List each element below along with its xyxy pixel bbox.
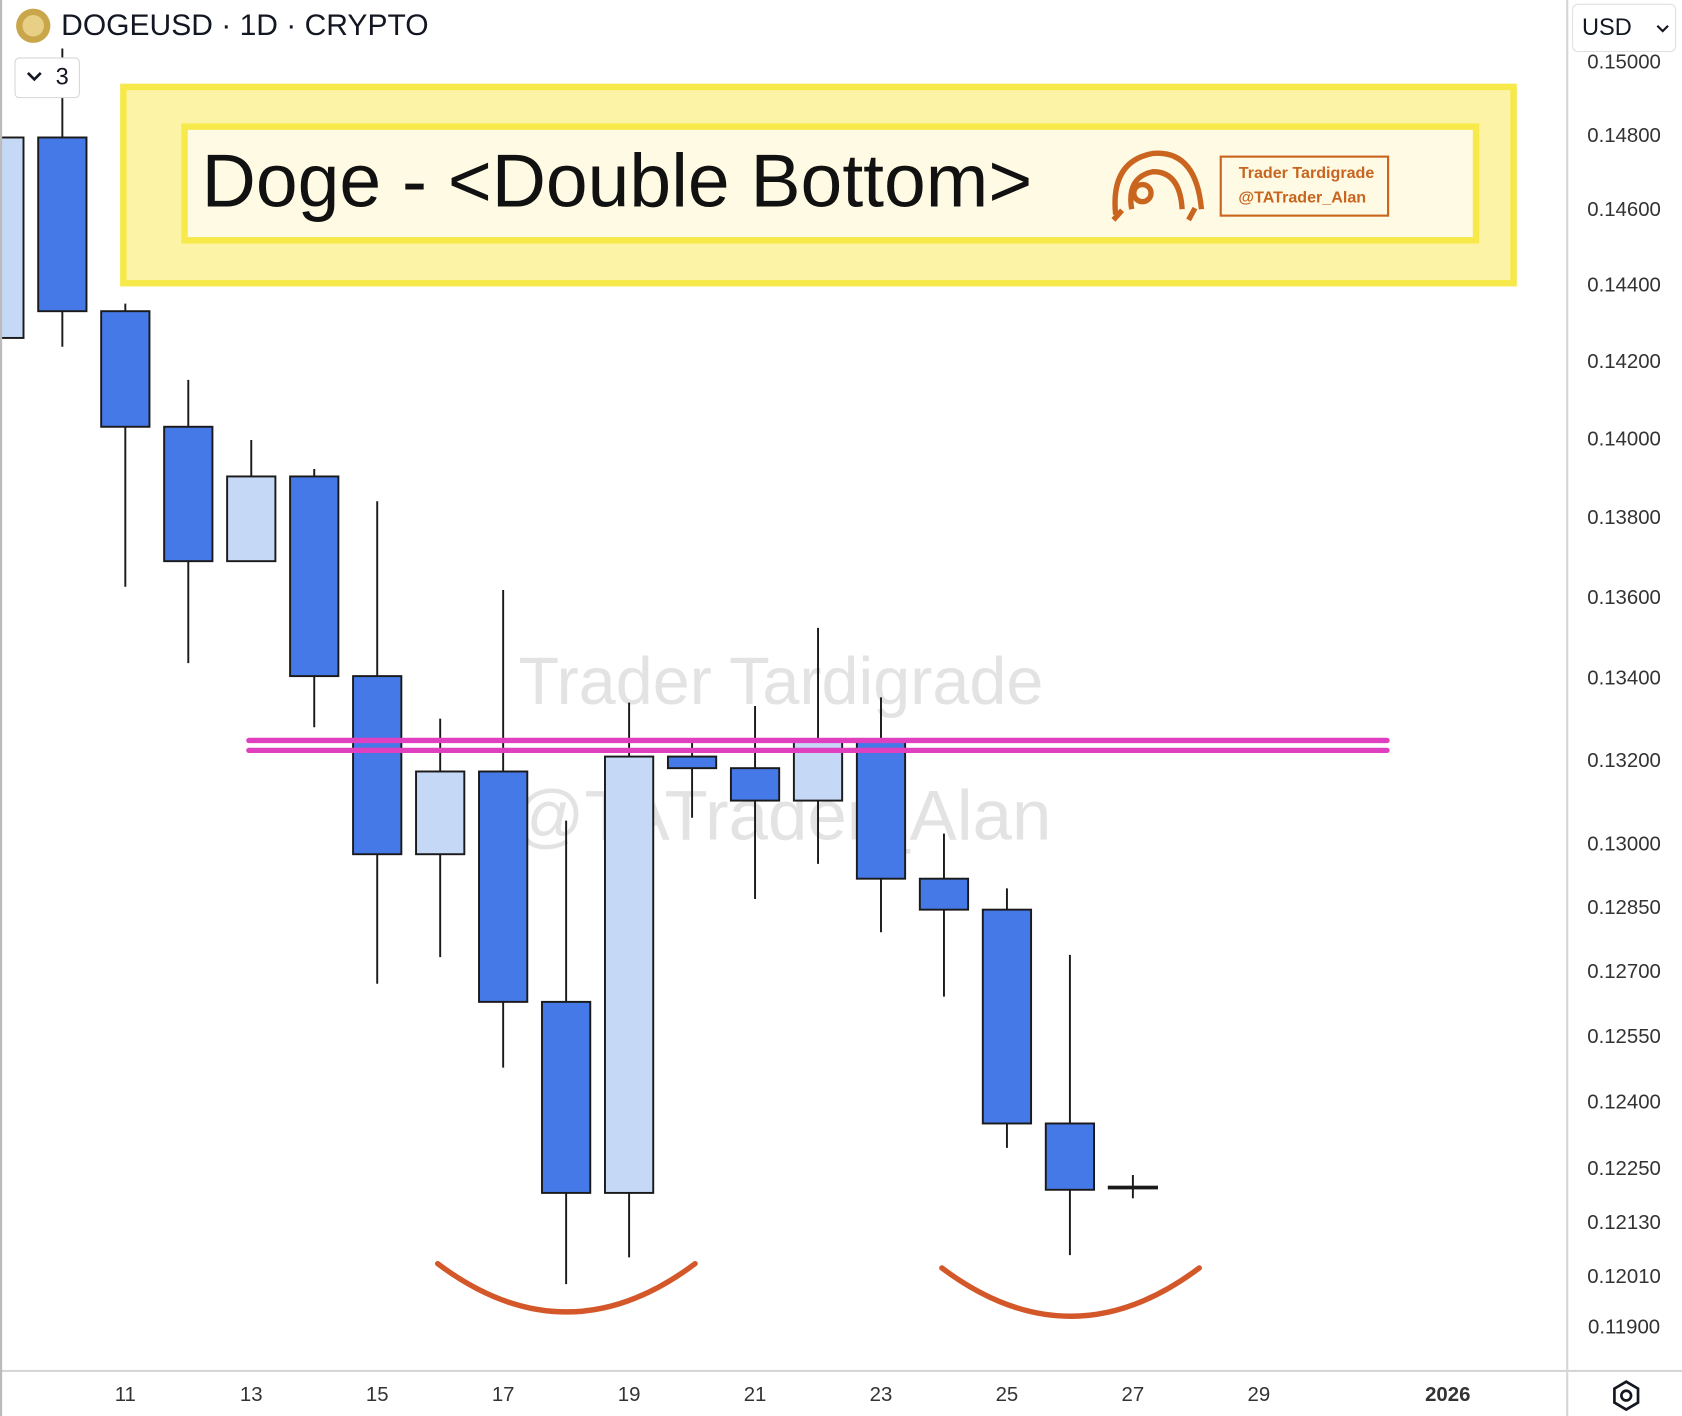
candle-body (478, 770, 529, 1003)
y-tick-label: 0.13400 (1587, 668, 1661, 690)
candle (478, 589, 529, 1068)
y-tick-label: 0.12550 (1587, 1026, 1661, 1048)
watermark-text: @TATrader_Alan (513, 776, 1052, 855)
y-tick-label: 0.13200 (1587, 750, 1661, 772)
settings-icon[interactable] (1613, 1380, 1640, 1412)
x-tick-label: 21 (744, 1384, 767, 1406)
indicator-count: 3 (56, 64, 69, 90)
symbol-icon (22, 15, 44, 37)
y-tick-label: 0.12250 (1587, 1158, 1661, 1180)
candle-body (1044, 1122, 1096, 1191)
candle-body (541, 1000, 592, 1194)
candle (37, 48, 88, 347)
y-tick-label: 0.14000 (1587, 428, 1661, 450)
bottom-arc (939, 1265, 1202, 1319)
candle-body (226, 475, 277, 563)
candle (226, 440, 277, 563)
currency-select[interactable] (1572, 3, 1677, 53)
symbol-title: DOGEUSD · 1D · CRYPTO (61, 9, 428, 42)
candle (666, 740, 718, 818)
y-tick-label: 0.12400 (1587, 1092, 1661, 1114)
candle (0, 136, 25, 339)
x-tick-label: 17 (492, 1384, 515, 1406)
y-tick-label: 0.12850 (1587, 897, 1661, 919)
price-axis (1567, 0, 1682, 1416)
y-tick-label: 0.14800 (1587, 125, 1661, 147)
y-tick-label: 0.14400 (1587, 274, 1661, 296)
candle-body (163, 425, 214, 563)
time-axis (0, 1372, 1568, 1416)
candle-body (604, 755, 655, 1194)
logo-text: @TATrader_Alan (1238, 189, 1366, 207)
chevron-icon (1656, 25, 1669, 33)
y-tick-label: 0.13600 (1587, 587, 1661, 609)
candle (415, 718, 466, 958)
candle (981, 888, 1033, 1148)
candle (289, 468, 340, 728)
bottom-arc (434, 1260, 698, 1315)
y-tick-label: 0.13000 (1587, 833, 1661, 855)
chevron-icon (26, 72, 42, 82)
y-tick-label: 0.14600 (1587, 199, 1661, 221)
candle-body (0, 136, 25, 339)
plot-area (0, 48, 1390, 1285)
x-tick-label: 27 (1122, 1384, 1145, 1406)
chart-title: Doge - <Double Bottom> (202, 138, 1033, 222)
candle (1044, 954, 1096, 1256)
x-tick-label: 2026 (1425, 1384, 1470, 1406)
watermark: Trader Tardigrade @TATrader_Alan (513, 645, 1052, 855)
candle (163, 379, 214, 664)
x-tick-label: 25 (996, 1384, 1019, 1406)
candle (729, 705, 781, 900)
x-tick-label: 13 (240, 1384, 263, 1406)
y-tick-label: 0.11900 (1588, 1316, 1660, 1338)
x-tick-label: 19 (618, 1384, 641, 1406)
candle-body (981, 908, 1033, 1125)
currency-label: USD (1582, 14, 1632, 40)
watermark-text: Trader Tardigrade (518, 645, 1043, 719)
title-banner: Doge - <Double Bottom> Trader Tardigrade… (120, 83, 1517, 287)
candle-body (100, 310, 151, 428)
axis-labels: 0.15000 0.14800 0.14600 0.14400 0.14200 0.140… (115, 51, 1661, 1406)
candle-body (415, 770, 466, 856)
x-tick-label: 29 (1248, 1384, 1271, 1406)
candle (1107, 1175, 1158, 1199)
candle (918, 833, 970, 997)
candle-body (729, 767, 781, 802)
y-tick-label: 0.12130 (1587, 1212, 1661, 1234)
y-tick-label: 0.15000 (1587, 51, 1661, 73)
x-tick-label: 23 (870, 1384, 893, 1406)
candle (855, 697, 907, 933)
logo-box (1219, 155, 1390, 217)
logo-text: Trader Tardigrade (1239, 164, 1375, 182)
candle-body (1107, 1185, 1158, 1190)
y-tick-label: 0.12700 (1587, 961, 1661, 983)
candle-body (37, 136, 88, 313)
x-tick-label: 15 (366, 1384, 389, 1406)
banner-inner (181, 123, 1480, 244)
candle (604, 702, 655, 1258)
y-tick-label: 0.14200 (1587, 351, 1661, 373)
y-tick-label: 0.13800 (1587, 507, 1661, 529)
y-tick-label: 0.12010 (1587, 1266, 1661, 1288)
candle-body (352, 675, 403, 856)
candle-body (855, 740, 907, 880)
candle-body (666, 755, 718, 770)
logo-icon (1111, 150, 1205, 222)
candle (100, 303, 151, 587)
indicator-toggle[interactable] (14, 57, 80, 99)
candle (352, 501, 403, 984)
candle (541, 820, 592, 1285)
candle-body (289, 475, 340, 678)
x-tick-label: 11 (115, 1384, 136, 1406)
candle-body (918, 877, 970, 911)
